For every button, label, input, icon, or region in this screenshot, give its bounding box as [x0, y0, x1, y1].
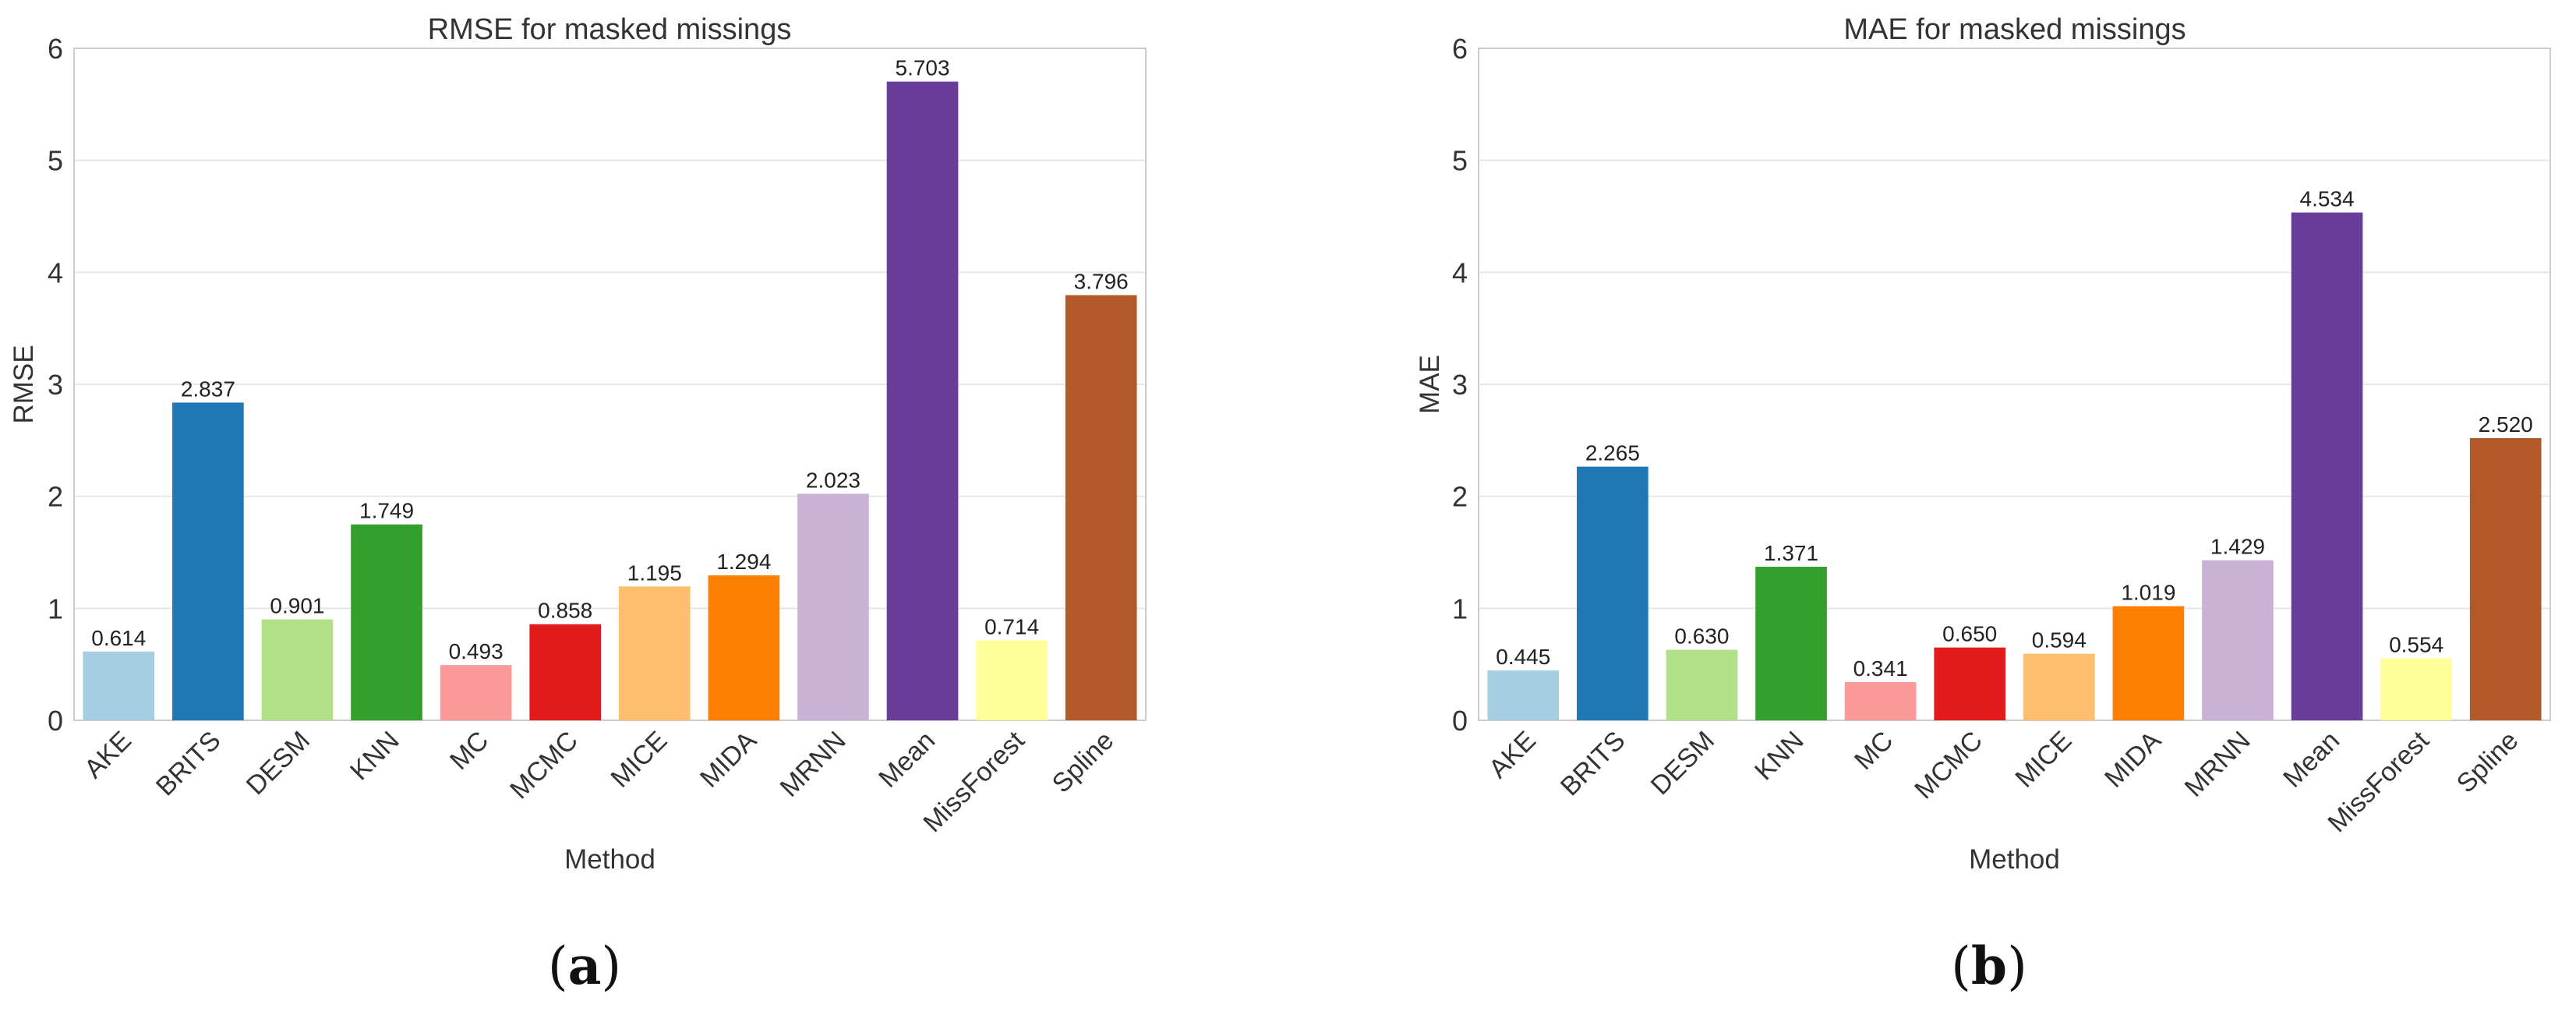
mae-chart-title: MAE for masked missings [1843, 13, 2186, 46]
rmse-xtick-label: AKE [79, 726, 137, 784]
rmse-panel-label: (a) [548, 935, 621, 996]
mae-xtick-label: MC [1849, 726, 1899, 776]
rmse-xtick-label: KNN [345, 726, 405, 787]
mae-xtick-label: MIDA [2099, 726, 2167, 794]
mae-value-label: 1.371 [1764, 541, 1818, 565]
rmse-xtick-label: DESM [241, 726, 316, 801]
mae-ytick-label: 3 [1452, 369, 1468, 401]
mae-value-label: 0.594 [2032, 628, 2087, 652]
rmse-bar-brits [172, 402, 244, 720]
rmse-bar-mc [440, 665, 512, 720]
mae-xtick-label: DESM [1645, 726, 1720, 801]
mae-value-label: 2.520 [2479, 412, 2533, 437]
mae-bar-mida [2112, 606, 2185, 720]
mae-bar-ake [1487, 670, 1560, 720]
mae-bar-desm [1666, 649, 1738, 720]
mae-xtick-label: Spline [2451, 726, 2525, 799]
mae-bar-knn [1755, 567, 1827, 720]
rmse-value-label: 2.023 [806, 468, 860, 492]
rmse-xtick-label: Spline [1047, 726, 1120, 799]
mae-bar-spline [2469, 437, 2542, 720]
mae-xtick-label: KNN [1749, 726, 1810, 787]
rmse-bar-mida [708, 575, 780, 720]
mae-bar-brits [1577, 466, 1648, 720]
rmse-ytick-label: 5 [48, 145, 63, 177]
rmse-xtick-label: Mean [873, 726, 941, 794]
mae-value-label: 0.554 [2389, 632, 2443, 656]
mae-bar-mice [2023, 653, 2095, 720]
mae-xtick-label: BRITS [1555, 726, 1631, 802]
rmse-bar-mcmc [529, 624, 602, 720]
rmse-value-label: 2.837 [181, 377, 235, 401]
mae-xtick-label: Mean [2277, 726, 2345, 794]
rmse-value-label: 1.195 [627, 561, 682, 585]
mae-bar-mc [1844, 682, 1917, 720]
rmse-ytick-label: 4 [48, 256, 63, 288]
mae-y-axis-label: MAE [1415, 355, 1445, 414]
mae-chart-panel: 0 1 2 3 4 5 6 0.445 AKE 2.265 BRITS 0.630 DESM 1.371 K… [1415, 13, 2551, 996]
rmse-ytick-label: 0 [48, 705, 63, 737]
mae-ytick-label: 6 [1452, 33, 1468, 65]
rmse-value-label: 1.749 [359, 499, 414, 523]
rmse-value-label: 3.796 [1074, 270, 1129, 294]
rmse-bar-missforest [976, 640, 1048, 720]
mae-xtick-label: MRNN [2179, 726, 2256, 803]
rmse-value-label: 0.714 [984, 614, 1039, 638]
rmse-ytick-label: 2 [48, 481, 63, 513]
mae-ytick-label: 4 [1452, 256, 1468, 288]
rmse-ytick-label: 1 [48, 592, 63, 624]
rmse-value-label: 0.901 [270, 594, 324, 618]
rmse-chart-panel: 0 1 2 3 4 5 6 0.614 AKE 2.837 BRITS 0.901 DESM 1.749 K… [9, 13, 1147, 996]
rmse-xtick-label: MIDA [694, 726, 762, 794]
mae-value-label: 2.265 [1585, 441, 1640, 465]
mae-value-label: 4.534 [2300, 187, 2355, 211]
rmse-value-label: 0.493 [449, 639, 504, 663]
rmse-value-label: 1.294 [716, 550, 771, 574]
rmse-bar-spline [1065, 295, 1137, 720]
mae-value-label: 1.429 [2210, 535, 2265, 559]
rmse-bar-desm [261, 619, 334, 720]
mae-xtick-label: MCMC [1909, 726, 1988, 805]
rmse-xtick-label: MICE [605, 726, 673, 794]
mae-ytick-label: 2 [1452, 481, 1468, 513]
mae-bar-mcmc [1934, 647, 2006, 720]
rmse-y-axis-label: RMSE [9, 345, 39, 423]
rmse-value-label: 0.858 [538, 599, 592, 623]
mae-value-label: 0.630 [1674, 624, 1729, 648]
rmse-ytick-label: 6 [48, 33, 63, 65]
rmse-xtick-label: MC [444, 726, 494, 776]
rmse-bar-ake [83, 651, 155, 720]
rmse-bar-knn [351, 524, 422, 720]
mae-x-axis-label: Method [1969, 844, 2060, 875]
mae-ytick-label: 1 [1452, 592, 1468, 624]
mae-bar-mrnn [2202, 560, 2274, 720]
rmse-x-axis-label: Method [564, 844, 655, 875]
rmse-plot-frame [73, 48, 1147, 721]
mae-xtick-label: AKE [1483, 726, 1542, 784]
rmse-xtick-label: BRITS [150, 726, 227, 802]
rmse-bar-mice [618, 586, 691, 720]
rmse-value-label: 5.703 [896, 56, 950, 80]
rmse-bar-mean [886, 81, 959, 720]
rmse-ytick-label: 3 [48, 369, 63, 401]
mae-plot-frame [1478, 48, 2551, 721]
rmse-chart-title: RMSE for masked missings [428, 13, 792, 46]
rmse-value-label: 0.614 [91, 626, 146, 650]
mae-value-label: 0.341 [1853, 656, 1908, 681]
mae-panel-label: (b) [1951, 935, 2027, 996]
mae-bar-missforest [2380, 658, 2452, 720]
mae-value-label: 0.445 [1496, 645, 1550, 669]
mae-ytick-label: 0 [1452, 705, 1468, 737]
mae-xtick-label: MICE [2009, 726, 2077, 794]
rmse-xtick-label: MCMC [504, 726, 584, 805]
mae-ytick-label: 5 [1452, 145, 1468, 177]
rmse-bar-mrnn [797, 493, 869, 720]
mae-value-label: 1.019 [2121, 581, 2175, 605]
rmse-xtick-label: MRNN [775, 726, 852, 803]
mae-bar-mean [2291, 212, 2363, 720]
mae-value-label: 0.650 [1942, 622, 1997, 646]
